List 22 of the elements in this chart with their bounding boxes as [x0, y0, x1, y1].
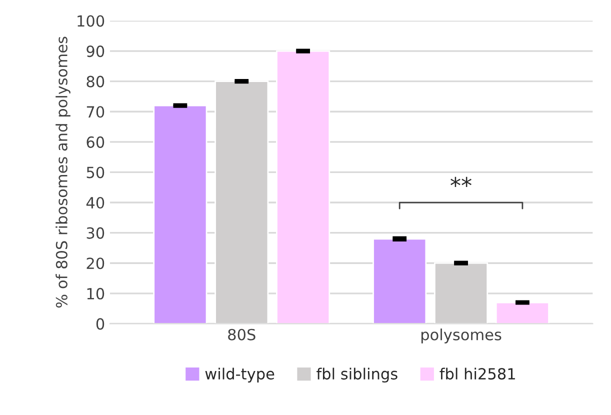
- y-tick-label: 100: [78, 15, 104, 27]
- annotation: **: [450, 176, 472, 187]
- bar: [153, 104, 208, 324]
- y-tick-label: 0: [96, 318, 104, 330]
- y-tick-label: 20: [86, 258, 104, 270]
- legend-label: fbl siblings: [316, 368, 398, 383]
- y-tick-label: 60: [86, 136, 104, 148]
- legend-label: wild-type: [205, 368, 274, 383]
- y-tick-label: 70: [86, 106, 104, 118]
- x-tick-label: polysomes: [421, 328, 502, 344]
- y-tick-label: 80: [86, 76, 104, 88]
- bar: [495, 302, 550, 324]
- y-tick-label: 50: [86, 166, 104, 178]
- y-tick-label: 30: [86, 227, 104, 239]
- legend-label: fbl hi2581: [440, 368, 515, 380]
- bar: [372, 238, 427, 324]
- bar: [276, 50, 330, 324]
- y-tick-label: 90: [86, 46, 104, 58]
- y-tick-label: 10: [87, 288, 104, 300]
- y-tick-label: 40: [86, 196, 104, 209]
- x-tick-label: 80S: [228, 328, 256, 340]
- y-axis-title: % of 80S ribosomes and polysomes: [56, 36, 70, 308]
